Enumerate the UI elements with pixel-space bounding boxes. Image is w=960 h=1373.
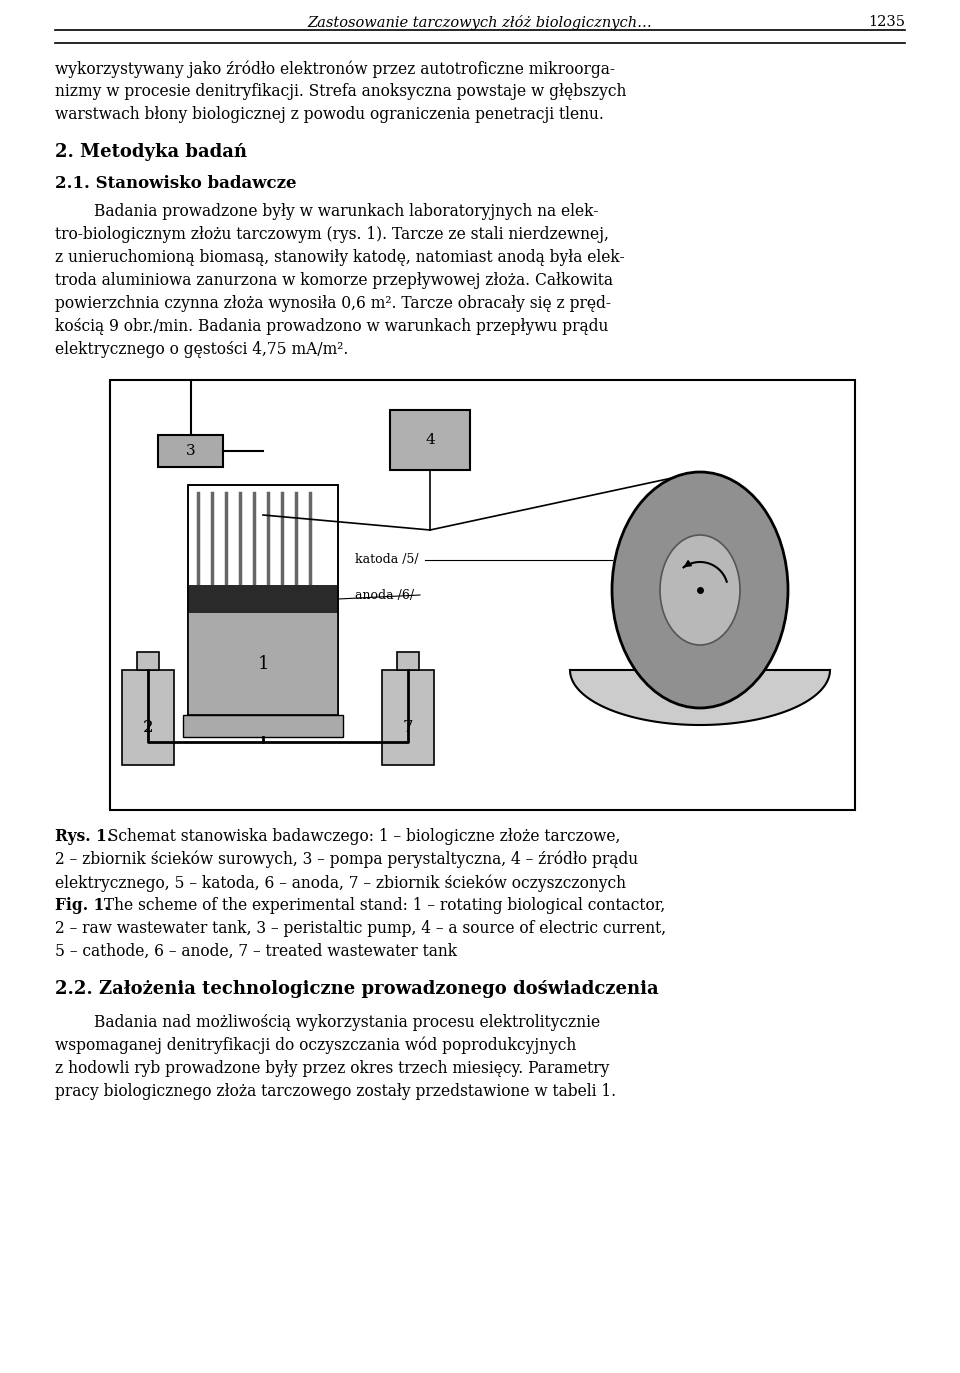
Ellipse shape [660,535,740,645]
Text: pracy biologicznego złoża tarczowego zostały przedstawione w tabeli 1.: pracy biologicznego złoża tarczowego zos… [55,1083,616,1100]
Bar [158,435,223,467]
Bar [122,670,174,765]
Text: tro-biologicznym złożu tarczowym (rys. 1). Tarcze ze stali nierdzewnej,: tro-biologicznym złożu tarczowym (rys. 1… [55,227,609,243]
Text: 2.2. Założenia technologiczne prowadzonego doświadczenia: 2.2. Założenia technologiczne prowadzone… [55,980,659,998]
Text: 1: 1 [257,655,269,673]
Text: elektrycznego o gęstości 4,75 mA/m².: elektrycznego o gęstości 4,75 mA/m². [55,341,348,358]
Text: 2.1. Stanowisko badawcze: 2.1. Stanowisko badawcze [55,174,297,192]
Text: z unieruchomioną biomasą, stanowiły katodę, natomiast anodą była elek-: z unieruchomioną biomasą, stanowiły kato… [55,249,625,266]
Text: Badania nad możliwością wykorzystania procesu elektrolitycznie: Badania nad możliwością wykorzystania pr… [55,1015,600,1031]
Bar [188,485,338,715]
Text: Rys. 1.: Rys. 1. [55,828,112,844]
Bar [397,652,419,670]
Text: katoda /5/: katoda /5/ [355,553,419,567]
Text: warstwach błony biologicznej z powodu ograniczenia penetracji tlenu.: warstwach błony biologicznej z powodu og… [55,106,604,124]
Text: 3: 3 [185,443,195,459]
Text: Fig. 1.: Fig. 1. [55,897,109,914]
Text: The scheme of the experimental stand: 1 – rotating biological contactor,: The scheme of the experimental stand: 1 … [99,897,665,914]
Bar [188,585,338,612]
Text: kością 9 obr./min. Badania prowadzono w warunkach przepływu prądu: kością 9 obr./min. Badania prowadzono w … [55,319,609,335]
Bar [183,715,343,737]
Text: wspomaganej denitryfikacji do oczyszczania wód poprodukcyjnych: wspomaganej denitryfikacji do oczyszczan… [55,1037,576,1054]
Text: anoda /6/: anoda /6/ [355,589,414,601]
Text: elektrycznego, 5 – katoda, 6 – anoda, 7 – zbiornik ścieków oczyszczonych: elektrycznego, 5 – katoda, 6 – anoda, 7 … [55,875,626,891]
Bar [390,411,470,470]
Text: Zastosowanie tarczowych złóż biologicznych…: Zastosowanie tarczowych złóż biologiczny… [307,15,653,30]
Bar [382,670,434,765]
Text: wykorzystywany jako źródło elektronów przez autotroficzne mikroorga-: wykorzystywany jako źródło elektronów pr… [55,60,615,77]
Text: 4: 4 [425,432,435,448]
Bar [137,652,159,670]
Ellipse shape [612,472,788,708]
Bar [188,612,338,715]
Polygon shape [570,670,830,725]
Bar [188,485,338,715]
Text: 5 – cathode, 6 – anode, 7 – treated wastewater tank: 5 – cathode, 6 – anode, 7 – treated wast… [55,943,457,960]
Text: Badania prowadzone były w warunkach laboratoryjnych na elek-: Badania prowadzone były w warunkach labo… [55,203,598,220]
Text: nizmy w procesie denitryfikacji. Strefa anoksyczna powstaje w głębszych: nizmy w procesie denitryfikacji. Strefa … [55,82,626,100]
Text: troda aluminiowa zanurzona w komorze przepływowej złoża. Całkowita: troda aluminiowa zanurzona w komorze prz… [55,272,613,288]
Text: 2. Metodyka badań: 2. Metodyka badań [55,143,247,161]
Text: z hodowli ryb prowadzone były przez okres trzech miesięcy. Parametry: z hodowli ryb prowadzone były przez okre… [55,1060,610,1076]
Bar [110,380,855,810]
Text: 1235: 1235 [868,15,905,29]
Text: 7: 7 [402,719,414,736]
Text: powierzchnia czynna złoża wynosiła 0,6 m². Tarcze obracały się z pręd-: powierzchnia czynna złoża wynosiła 0,6 m… [55,295,611,312]
Text: 2 – raw wastewater tank, 3 – peristaltic pump, 4 – a source of electric current,: 2 – raw wastewater tank, 3 – peristaltic… [55,920,666,936]
Text: 2 – zbiornik ścieków surowych, 3 – pompa perystaltyczna, 4 – źródło prądu: 2 – zbiornik ścieków surowych, 3 – pompa… [55,851,638,869]
Text: Schemat stanowiska badawczego: 1 – biologiczne złoże tarczowe,: Schemat stanowiska badawczego: 1 – biolo… [103,828,620,844]
Text: 2: 2 [143,719,154,736]
